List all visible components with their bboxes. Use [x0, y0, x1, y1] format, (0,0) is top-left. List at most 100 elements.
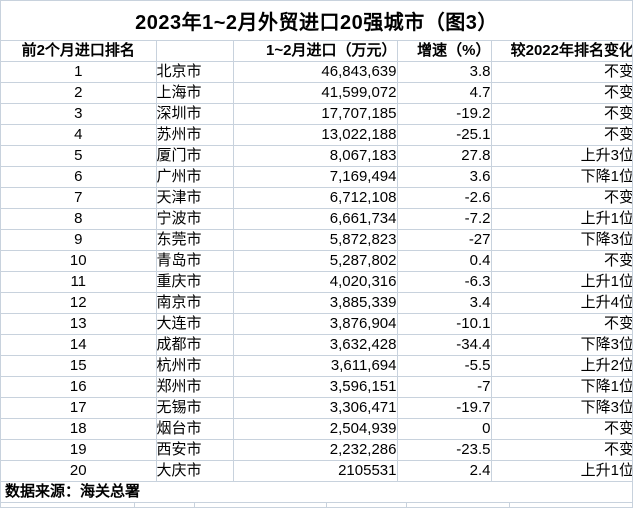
sheet-gridline-stub: [194, 503, 195, 507]
table-row: 18 烟台市 2,504,939 0 不变: [1, 418, 632, 440]
table-row: 14 成都市 3,632,428 -34.4 下降3位: [1, 334, 632, 356]
cell-change: 不变: [490, 418, 632, 440]
cell-change: 上升1位: [490, 271, 632, 293]
cell-rank: 14: [1, 334, 157, 356]
cell-city: 深圳市: [155, 103, 234, 125]
cell-city: 苏州市: [155, 124, 234, 146]
cell-city: 天津市: [155, 187, 234, 209]
data-source-note: 数据来源：海关总署: [1, 482, 632, 503]
cell-value: 4,020,316: [232, 271, 398, 293]
cell-growth: 0: [396, 418, 492, 440]
cell-value: 3,885,339: [232, 292, 398, 314]
cell-change: 不变: [490, 124, 632, 146]
cell-change: 不变: [490, 103, 632, 125]
table-row: 13 大连市 3,876,904 -10.1 不变: [1, 313, 632, 335]
cell-city: 宁波市: [155, 208, 234, 230]
cell-change: 上升3位: [490, 145, 632, 167]
cell-city: 北京市: [155, 61, 234, 83]
cell-change: 下降1位: [490, 166, 632, 188]
cell-change: 不变: [490, 250, 632, 272]
cell-growth: 3.4: [396, 292, 492, 314]
cell-value: 46,843,639: [232, 61, 398, 83]
cell-rank: 19: [1, 439, 157, 461]
cell-value: 6,712,108: [232, 187, 398, 209]
cell-city: 杭州市: [155, 355, 234, 377]
cell-rank: 10: [1, 250, 157, 272]
cell-rank: 20: [1, 460, 157, 482]
cell-rank: 12: [1, 292, 157, 314]
column-header-growth: 增速（%）: [396, 41, 492, 62]
cell-growth: 27.8: [396, 145, 492, 167]
cell-growth: -27: [396, 229, 492, 251]
sheet-gridline-stub: [326, 503, 327, 507]
cell-change: 不变: [490, 313, 632, 335]
cell-growth: -7: [396, 376, 492, 398]
cell-rank: 4: [1, 124, 157, 146]
cell-value: 5,872,823: [232, 229, 398, 251]
cell-city: 无锡市: [155, 397, 234, 419]
cell-rank: 6: [1, 166, 157, 188]
cell-rank: 2: [1, 82, 157, 104]
cell-growth: -10.1: [396, 313, 492, 335]
cell-rank: 8: [1, 208, 157, 230]
table-row: 5 厦门市 8,067,183 27.8 上升3位: [1, 145, 632, 167]
cell-growth: -19.2: [396, 103, 492, 125]
cell-rank: 3: [1, 103, 157, 125]
cell-change: 下降3位: [490, 334, 632, 356]
table-header: 前2个月进口排名 1~2月进口（万元） 增速（%） 较2022年排名变化: [1, 41, 632, 62]
cell-value: 2,232,286: [232, 439, 398, 461]
cell-city: 重庆市: [155, 271, 234, 293]
cell-growth: -5.5: [396, 355, 492, 377]
cell-change: 不变: [490, 61, 632, 83]
sheet-gridline-stub: [509, 503, 510, 507]
table-row: 17 无锡市 3,306,471 -19.7 下降3位: [1, 397, 632, 419]
table-body: 1 北京市 46,843,639 3.8 不变 2 上海市 41,599,072 4.7 不变 3 深…: [1, 61, 632, 482]
cell-rank: 9: [1, 229, 157, 251]
cell-value: 3,876,904: [232, 313, 398, 335]
sheet-gridline-stub: [134, 503, 135, 507]
cell-change: 下降1位: [490, 376, 632, 398]
cell-growth: -23.5: [396, 439, 492, 461]
cell-value: 7,169,494: [232, 166, 398, 188]
cell-value: 3,632,428: [232, 334, 398, 356]
cell-rank: 7: [1, 187, 157, 209]
cell-city: 烟台市: [155, 418, 234, 440]
cell-growth: -7.2: [396, 208, 492, 230]
cell-rank: 18: [1, 418, 157, 440]
cell-growth: 2.4: [396, 460, 492, 482]
cell-city: 郑州市: [155, 376, 234, 398]
cell-value: 3,611,694: [232, 355, 398, 377]
table-row: 3 深圳市 17,707,185 -19.2 不变: [1, 103, 632, 125]
cell-change: 不变: [490, 187, 632, 209]
table-row: 6 广州市 7,169,494 3.6 下降1位: [1, 166, 632, 188]
cell-rank: 11: [1, 271, 157, 293]
cell-change: 不变: [490, 439, 632, 461]
cell-city: 成都市: [155, 334, 234, 356]
cell-city: 厦门市: [155, 145, 234, 167]
column-header-rank: 前2个月进口排名: [1, 41, 157, 62]
cell-growth: -25.1: [396, 124, 492, 146]
table-row: 16 郑州市 3,596,151 -7 下降1位: [1, 376, 632, 398]
cell-rank: 16: [1, 376, 157, 398]
cell-growth: 0.4: [396, 250, 492, 272]
cell-change: 下降3位: [490, 397, 632, 419]
table-row: 1 北京市 46,843,639 3.8 不变: [1, 61, 632, 83]
cell-rank: 13: [1, 313, 157, 335]
cell-rank: 5: [1, 145, 157, 167]
cell-rank: 17: [1, 397, 157, 419]
sheet-gridline-strip: [1, 503, 632, 507]
table-row: 20 大庆市 2105531 2.4 上升1位: [1, 460, 632, 482]
table-row: 12 南京市 3,885,339 3.4 上升4位: [1, 292, 632, 314]
cell-change: 不变: [490, 82, 632, 104]
table-row: 19 西安市 2,232,286 -23.5 不变: [1, 439, 632, 461]
table-row: 9 东莞市 5,872,823 -27 下降3位: [1, 229, 632, 251]
cell-change: 上升4位: [490, 292, 632, 314]
cell-growth: -34.4: [396, 334, 492, 356]
cell-value: 41,599,072: [232, 82, 398, 104]
table-row: 8 宁波市 6,661,734 -7.2 上升1位: [1, 208, 632, 230]
cell-change: 下降3位: [490, 229, 632, 251]
cell-value: 8,067,183: [232, 145, 398, 167]
cell-city: 东莞市: [155, 229, 234, 251]
cell-value: 17,707,185: [232, 103, 398, 125]
